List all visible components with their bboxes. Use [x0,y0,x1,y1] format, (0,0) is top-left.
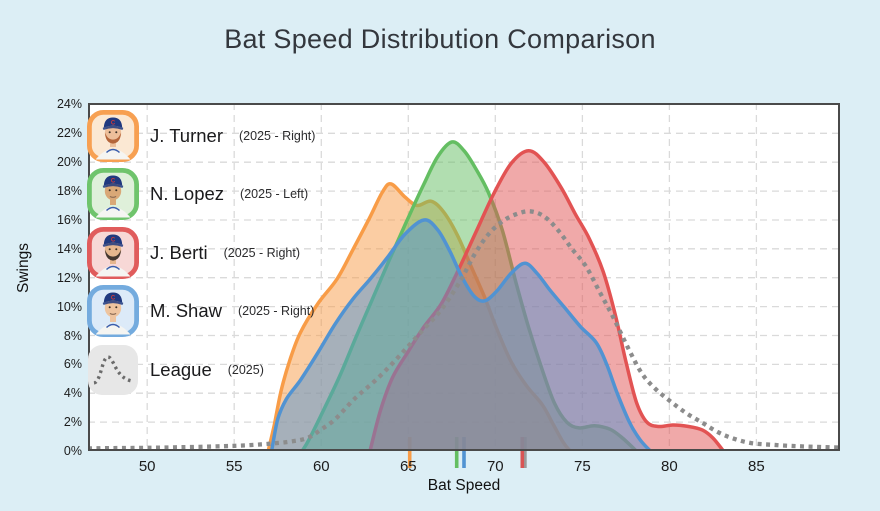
x-tick-label: 85 [748,458,765,475]
mean-marker [454,437,459,468]
plot-frame [88,103,840,451]
y-tick-label: 10% [56,299,82,314]
plot-area: 0% 2% 4% 6% 8% 10% 12% 14% 16% 18% 20% 22% 24% 50 55 6… [15,97,840,494]
x-tick-label: 65 [399,458,417,475]
legend-item-league[interactable]: League (2025) [87,344,264,396]
legend-player-name: J. Berti [150,241,208,263]
svg-text:C: C [111,237,116,243]
series-fill [271,219,651,451]
y-tick-label: 8% [63,328,82,343]
mean-markers [407,437,527,468]
legend-player-name: League [150,358,212,380]
series-league-line [88,209,840,451]
x-tick-label: 60 [312,458,330,475]
legend-player-meta: (2025 - Right) [223,245,301,260]
svg-text:C: C [111,179,116,185]
x-axis-label: Bat Speed [427,477,501,494]
x-tick-label: 75 [574,458,591,475]
legend-player-meta: (2025 - Right) [237,304,315,319]
x-tick-label: 80 [661,458,678,475]
legend-item-lopez[interactable]: C N. Lopez (2025 - Left) [87,168,309,221]
legend-item-shaw[interactable]: C M. Shaw (2025 - Right) [87,285,315,338]
legend-player-meta: (2025 - Right) [239,129,316,143]
player-avatar-turner: C [87,110,140,163]
y-tick-label: 2% [63,415,82,430]
y-axis-label: Swings [15,242,32,293]
player-avatar-lopez: C [87,168,140,221]
mean-marker [407,437,412,468]
svg-text:C: C [111,296,116,302]
mean-marker [523,437,527,468]
series-line [269,218,652,451]
y-tick-label: 18% [56,184,82,199]
player-avatar-shaw: C [87,285,140,338]
y-tick-label: 24% [56,97,82,112]
y-tick-label: 6% [63,357,82,372]
y-tick-label: 14% [56,241,82,256]
x-tick-label: 70 [486,458,504,475]
svg-text:C: C [111,121,116,127]
y-tick-label: 0% [63,444,82,458]
player-avatar-berti: C [87,226,140,279]
legend-item-berti[interactable]: C J. Berti (2025 - Right) [87,226,301,279]
mean-marker [520,437,525,468]
x-tick-label: 55 [225,458,243,475]
legend-player-meta: (2025) [227,362,264,377]
mean-marker [462,437,466,468]
legend-player-name: M. Shaw [150,300,222,322]
density-chart [88,103,840,468]
league-curve-icon [87,344,139,396]
legend-item-turner[interactable]: C J. Turner (2025 - Right) [87,110,316,163]
y-tick-label: 22% [56,126,82,141]
legend-player-name: N. Lopez [150,183,225,205]
legend-player-name: J. Turner [150,125,223,146]
y-tick-label: 4% [63,386,82,401]
y-tick-label: 16% [56,213,82,227]
y-tick-label: 12% [56,270,82,285]
y-tick-label: 20% [56,155,82,170]
legend-player-meta: (2025 - Left) [240,187,309,202]
chart-title: Bat Speed Distribution Comparison [224,24,656,54]
x-tick-label: 50 [138,458,156,475]
